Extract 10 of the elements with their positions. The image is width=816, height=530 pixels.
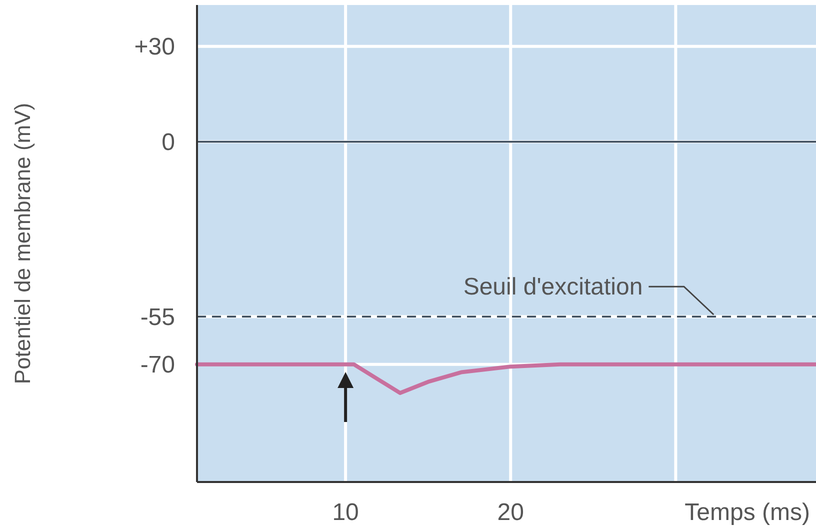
line-series xyxy=(195,362,816,395)
x-tick-label: 20 xyxy=(497,499,524,526)
y-tick-label: 0 xyxy=(162,129,175,156)
y-tick-label: +30 xyxy=(134,34,175,61)
y-tick-label: -55 xyxy=(140,304,175,332)
y-axis-title: Potentiel de membrane (mV) xyxy=(10,102,35,384)
x-axis-title: Temps (ms) xyxy=(684,499,810,526)
y-tick-label: -70 xyxy=(140,352,175,379)
x-tick-label: 10 xyxy=(332,499,359,526)
ref-line-label: Seuil d'excitation xyxy=(463,274,643,301)
